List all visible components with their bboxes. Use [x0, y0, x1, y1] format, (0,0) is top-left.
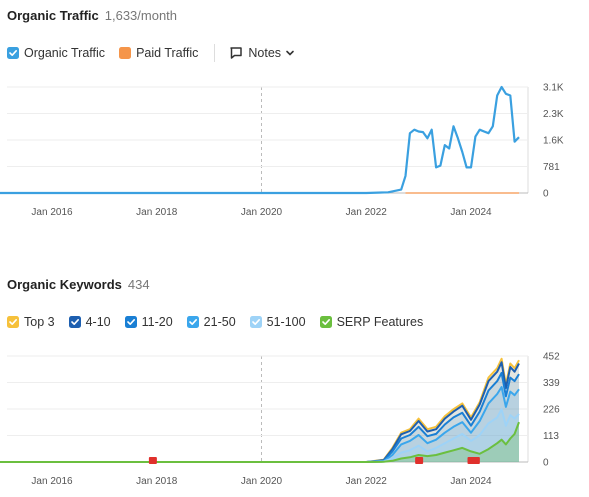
series-area	[0, 409, 519, 462]
organic-traffic-heading: Organic Traffic	[7, 8, 99, 23]
x-tick-label: Jan 2018	[136, 207, 178, 218]
series-area	[0, 372, 519, 462]
organic-traffic-value: 1,633/month	[104, 8, 178, 23]
y-tick-label: 0	[543, 189, 549, 200]
check-icon	[251, 319, 260, 325]
legend-top-3[interactable]: Top 3	[7, 315, 55, 329]
series-area	[0, 362, 519, 462]
checkbox-paid-traffic[interactable]	[119, 47, 132, 59]
legend-label: 4-10	[85, 315, 111, 329]
x-tick-label: Jan 2018	[136, 476, 178, 487]
organic-traffic-title: Organic Traffic 1,633/month	[7, 8, 177, 23]
legend-divider	[214, 44, 216, 62]
y-tick-label: 0	[543, 458, 549, 469]
x-tick-label: Jan 2024	[450, 207, 492, 218]
x-tick-label: Jan 2020	[241, 207, 283, 218]
legend-label: 11-20	[141, 315, 173, 329]
series-area	[0, 387, 519, 462]
y-tick-label: 1.6K	[543, 136, 564, 147]
note-flag-icon	[415, 457, 424, 464]
legend-label: 51-100	[266, 315, 306, 329]
series-area	[0, 422, 519, 462]
y-tick-label: 339	[543, 378, 560, 389]
checkbox-top-3[interactable]	[7, 316, 19, 328]
check-icon	[9, 319, 17, 325]
note-flag-icon	[148, 457, 157, 464]
x-tick-label: Jan 2016	[31, 476, 73, 487]
series-area	[0, 358, 519, 462]
y-tick-label: 226	[543, 405, 560, 416]
series-line	[0, 85, 520, 195]
y-tick-label: 781	[543, 162, 560, 173]
x-tick-label: Jan 2016	[31, 207, 73, 218]
traffic-legend: Organic Traffic Paid Traffic Notes	[7, 44, 300, 62]
series-line	[0, 421, 520, 463]
legend-paid-traffic[interactable]: Paid Traffic	[119, 46, 198, 60]
notes-dropdown[interactable]: Notes	[229, 46, 300, 60]
check-icon	[9, 50, 17, 56]
legend-11-20[interactable]: 11-20	[124, 315, 173, 329]
organic-keywords-value: 434	[127, 277, 150, 292]
legend-label: Paid Traffic	[136, 46, 199, 60]
organic-keywords-heading: Organic Keywords	[7, 277, 122, 292]
legend-21-50[interactable]: 21-50	[186, 315, 236, 329]
legend-label: SERP Features	[336, 315, 424, 329]
check-icon	[70, 319, 79, 325]
check-icon	[126, 319, 135, 325]
y-tick-label: 2.3K	[543, 109, 564, 120]
x-tick-label: Jan 2020	[241, 476, 283, 487]
organic-traffic-chart[interactable]: 3.1K 2.3K 1.6K 781 0 Jan 2016 Jan 2018 Jan 2020…	[0, 0, 589, 230]
x-tick-label: Jan 2022	[346, 476, 388, 487]
flag-note-icon	[230, 47, 243, 59]
checkbox-11-20[interactable]	[124, 316, 137, 328]
x-tick-label: Jan 2022	[346, 207, 388, 218]
checkbox-organic-traffic[interactable]	[7, 47, 19, 59]
keywords-legend: Top 3 4-10 11-20 21-50 51-100 SERP Featu…	[7, 315, 437, 329]
legend-serp-features[interactable]: SERP Features	[319, 315, 424, 329]
legend-51-100[interactable]: 51-100	[249, 315, 306, 329]
y-tick-label: 3.1K	[543, 83, 564, 94]
note-flag-icon	[471, 457, 480, 464]
legend-label: 21-50	[203, 315, 236, 329]
check-icon	[321, 319, 330, 325]
legend-label: Top 3	[24, 315, 55, 329]
legend-4-10[interactable]: 4-10	[68, 315, 111, 329]
x-tick-label: Jan 2024	[450, 476, 492, 487]
chevron-down-icon	[286, 50, 294, 56]
checkbox-51-100[interactable]	[249, 316, 262, 328]
y-tick-label: 452	[543, 352, 560, 363]
legend-organic-traffic[interactable]: Organic Traffic	[7, 46, 105, 60]
y-tick-label: 113	[543, 431, 559, 442]
legend-label: Organic Traffic	[24, 46, 106, 60]
checkbox-21-50[interactable]	[186, 316, 199, 328]
checkbox-serp-features[interactable]	[319, 316, 332, 328]
organic-keywords-title: Organic Keywords 434	[7, 277, 150, 292]
notes-label: Notes	[248, 46, 282, 60]
check-icon	[188, 319, 197, 325]
checkbox-4-10[interactable]	[68, 316, 81, 328]
